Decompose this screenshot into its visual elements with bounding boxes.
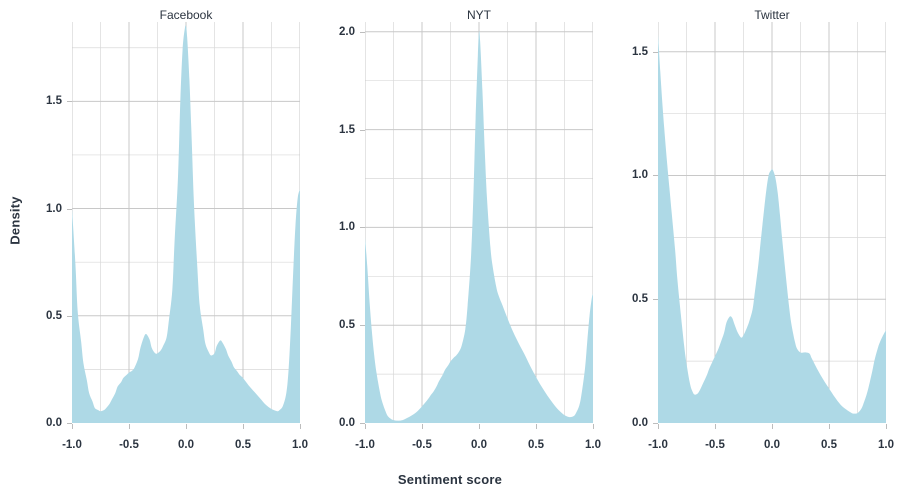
y-tick-label: 1.5 bbox=[632, 45, 648, 58]
x-tick-label: -1.0 bbox=[355, 439, 375, 451]
y-tick-mark bbox=[360, 129, 365, 131]
x-tick-label: -0.5 bbox=[119, 439, 139, 451]
x-tick-label: -0.5 bbox=[705, 439, 725, 451]
x-tick-label: 0.5 bbox=[235, 439, 251, 451]
x-tick-mark bbox=[479, 424, 480, 429]
y-tick-mark bbox=[360, 31, 365, 33]
y-tick-label: 0.5 bbox=[339, 319, 355, 332]
density-area-twitter bbox=[658, 34, 886, 423]
x-tick-label: 0.0 bbox=[178, 439, 194, 451]
x-axis-title: Sentiment score bbox=[397, 472, 503, 487]
plot-area-twitter bbox=[658, 22, 886, 423]
y-tick-label: 1.0 bbox=[632, 169, 648, 182]
y-tick-label: 0.0 bbox=[339, 417, 355, 429]
y-tick-label: 0.5 bbox=[46, 309, 62, 322]
x-tick-mark bbox=[829, 424, 830, 429]
y-tick-label: 1.5 bbox=[46, 95, 62, 108]
y-tick-mark bbox=[653, 299, 658, 301]
x-tick-mark bbox=[243, 424, 244, 429]
facet-panel-nyt: NYT bbox=[365, 0, 593, 498]
x-tick-label: 1.0 bbox=[878, 439, 894, 451]
y-tick-mark bbox=[67, 101, 72, 103]
x-tick-label: 1.0 bbox=[585, 439, 601, 451]
y-tick-mark bbox=[653, 51, 658, 53]
y-tick-label: 0.0 bbox=[46, 417, 62, 429]
x-tick-mark bbox=[300, 424, 301, 429]
x-tick-mark bbox=[129, 424, 130, 429]
x-tick-mark bbox=[715, 424, 716, 429]
y-tick-mark bbox=[653, 423, 658, 424]
y-tick-mark bbox=[360, 227, 365, 229]
y-tick-mark bbox=[360, 423, 365, 424]
x-tick-mark bbox=[72, 424, 73, 429]
x-tick-mark bbox=[186, 424, 187, 429]
x-tick-label: 0.0 bbox=[471, 439, 487, 451]
y-axis-title: Density bbox=[7, 195, 23, 245]
y-tick-label: 0.0 bbox=[632, 417, 648, 429]
x-tick-label: -1.0 bbox=[62, 439, 82, 451]
y-tick-mark bbox=[67, 315, 72, 317]
facet-panel-facebook: Facebook bbox=[72, 0, 300, 498]
x-tick-mark bbox=[593, 424, 594, 429]
x-tick-label: 0.0 bbox=[764, 439, 780, 451]
panel-title-twitter: Twitter bbox=[754, 8, 790, 22]
y-tick-mark bbox=[67, 208, 72, 210]
x-tick-label: 0.5 bbox=[821, 439, 837, 451]
panel-title-facebook: Facebook bbox=[159, 8, 213, 22]
y-tick-label: 0.5 bbox=[632, 293, 648, 306]
x-tick-mark bbox=[658, 424, 659, 429]
x-tick-label: 0.5 bbox=[528, 439, 544, 451]
x-tick-label: 1.0 bbox=[292, 439, 308, 451]
x-tick-label: -1.0 bbox=[648, 439, 668, 451]
plot-area-facebook bbox=[72, 22, 300, 423]
panel-title-nyt: NYT bbox=[467, 8, 491, 22]
plot-area-nyt bbox=[365, 22, 593, 423]
density-area-nyt bbox=[365, 30, 593, 423]
x-tick-mark bbox=[422, 424, 423, 429]
y-tick-mark bbox=[360, 325, 365, 327]
x-tick-mark bbox=[365, 424, 366, 429]
y-tick-mark bbox=[67, 423, 72, 424]
y-tick-label: 1.0 bbox=[46, 202, 62, 215]
facet-panel-twitter: Twitter bbox=[658, 0, 886, 498]
x-tick-label: -0.5 bbox=[412, 439, 432, 451]
density-area-facebook bbox=[72, 25, 300, 423]
x-tick-mark bbox=[886, 424, 887, 429]
y-tick-label: 2.0 bbox=[339, 25, 355, 38]
y-tick-label: 1.0 bbox=[339, 221, 355, 234]
y-tick-mark bbox=[653, 175, 658, 177]
y-tick-label: 1.5 bbox=[339, 123, 355, 136]
x-tick-mark bbox=[772, 424, 773, 429]
x-tick-mark bbox=[536, 424, 537, 429]
